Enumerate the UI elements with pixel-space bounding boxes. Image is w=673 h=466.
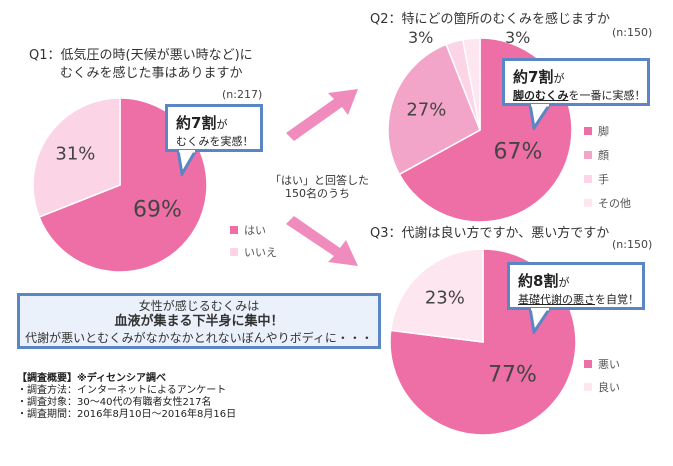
middle-note-line1: 「はい」と回答した	[270, 174, 369, 187]
q3-callout-highlight: 基礎代謝の悪さ	[518, 293, 595, 306]
q1-legend-item-no: いいえ	[230, 244, 277, 260]
legend-swatch	[584, 360, 592, 368]
legend-swatch	[584, 127, 592, 135]
legend-swatch	[230, 226, 238, 234]
q3-callout-suffix: が	[558, 276, 570, 289]
q2-legend-item-leg: 脚	[584, 123, 609, 139]
pie-slice-label-1: 27%	[406, 100, 446, 121]
pie-slice-label-0: 77%	[488, 362, 537, 387]
middle-note-line2: 150名のうち	[285, 187, 350, 200]
q3-callout-big: 約8割	[518, 272, 559, 290]
summary-line3: 代謝が悪いとむくみがなかなかとれないぼんやりボディに・・・	[25, 331, 373, 345]
q2-legend-label-other: その他	[598, 197, 631, 210]
q3-callout-tail	[528, 308, 552, 334]
q2-callout-rest: を一番に実感！	[568, 89, 646, 102]
arrow-down-right-icon	[286, 216, 358, 266]
q2-callout-highlight: 脚のむくみ	[513, 89, 569, 102]
q2-n-label: (n:150)	[612, 26, 653, 39]
q2-legend-label-hand: 手	[598, 173, 609, 186]
legend-swatch	[584, 151, 592, 159]
overview-line2: ・調査方法：インターネットによるアンケート	[17, 385, 227, 396]
q2-legend-item-other: その他	[584, 195, 631, 211]
pie-slice-1	[32, 97, 121, 219]
q1-callout-big: 約7割	[176, 114, 217, 132]
pie-slice-3	[461, 37, 481, 131]
q1-title: Q1：低気圧の時(天候が悪い時など)に	[29, 48, 253, 63]
q2-callout-big: 約7割	[513, 68, 554, 86]
q1-callout: 約7割が むくみを実感！	[165, 104, 263, 152]
q1-subtitle: むくみを感じた事はありますか	[60, 66, 243, 81]
q1-legend-item-yes: はい	[230, 222, 266, 238]
q3-legend-label-bad: 悪い	[598, 358, 620, 371]
overview-line4: ・調査期間：2016年8月10日～2016年8月16日	[17, 409, 237, 420]
q3-title: Q3：代謝は良い方ですか、悪い方ですか	[370, 226, 610, 241]
overview-line3: ・調査対象：30～40代の有職者女性217名	[17, 397, 212, 408]
pie-slice-1	[387, 43, 481, 176]
pie-slice-label-0: 67%	[494, 139, 543, 164]
q3-n-label: (n:150)	[612, 238, 653, 251]
q2-callout: 約7割が 脚のむくみを一番に実感！	[502, 58, 650, 106]
q2-legend-label-leg: 脚	[598, 125, 609, 138]
survey-overview: 【調査概要】※ディセンシア調べ ・調査方法：インターネットによるアンケート ・調…	[17, 373, 236, 421]
q2-label-other: 3%	[505, 28, 531, 47]
pie-slice-1	[389, 248, 484, 343]
q2-legend-item-hand: 手	[584, 171, 609, 187]
q3-legend-label-good: 良い	[598, 381, 620, 394]
pie-slice-label-0: 69%	[133, 197, 182, 222]
overview-line1: 【調査概要】※ディセンシア調べ	[17, 373, 167, 384]
q2-legend-item-face: 顔	[584, 147, 609, 163]
legend-swatch	[584, 199, 592, 207]
q1-legend-label-yes: はい	[244, 224, 266, 237]
q1-callout-line2: むくみを実感！	[176, 135, 254, 148]
arrow-up-right-icon	[286, 89, 358, 141]
pie-slice-label-1: 31%	[55, 144, 95, 165]
q3-legend-item-good: 良い	[584, 379, 620, 395]
q2-title: Q2：特にどの箇所のむくみを感じますか	[370, 12, 611, 27]
q1-callout-tail	[176, 150, 198, 176]
q2-legend-label-face: 顔	[598, 149, 609, 162]
legend-swatch	[584, 383, 592, 391]
q2-label-hand: 3%	[408, 28, 434, 47]
q1-callout-suffix: が	[216, 118, 228, 131]
q1-legend-label-no: いいえ	[244, 246, 277, 259]
q2-callout-suffix: が	[553, 72, 565, 85]
q3-callout-rest: を自覚！	[595, 293, 639, 306]
summary-line2: 血液が集まる下半身に集中！	[114, 314, 284, 329]
q3-legend-item-bad: 悪い	[584, 356, 620, 372]
legend-swatch	[230, 248, 238, 256]
q3-callout: 約8割が 基礎代謝の悪さを自覚！	[507, 262, 645, 310]
pie-slice-label-1: 23%	[425, 288, 465, 309]
q1-n-label: (n:217)	[222, 88, 263, 101]
summary-line1: 女性が感じるむくみは	[138, 299, 260, 313]
legend-swatch	[584, 175, 592, 183]
q2-callout-tail	[528, 104, 552, 130]
summary-box: 女性が感じるむくみは 血液が集まる下半身に集中！ 代謝が悪いとむくみがなかなかと…	[17, 293, 381, 349]
